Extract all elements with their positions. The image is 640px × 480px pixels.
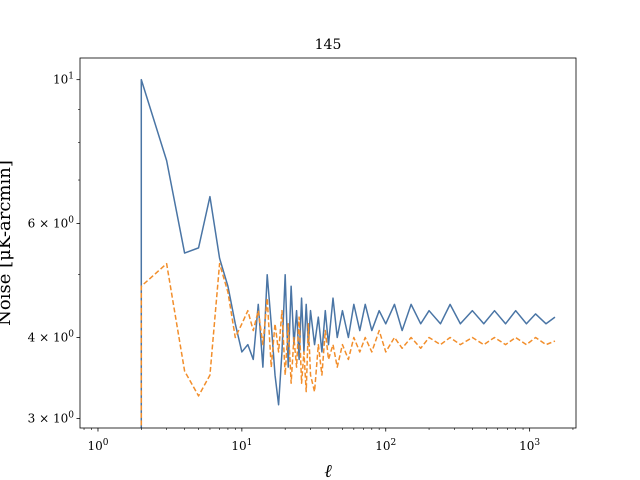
- x-tick-label: 101: [231, 438, 252, 453]
- y-tick-label: 3 × 100: [28, 410, 75, 425]
- chart-title: 145: [315, 37, 342, 53]
- series-line-1: [140, 78, 556, 428]
- x-tick-label: 102: [375, 438, 396, 453]
- y-axis-label: Noise [μK-arcmin]: [0, 160, 15, 326]
- plot-area: [79, 57, 577, 429]
- y-axis: 3 × 100 4 × 100 6 × 100 101: [28, 72, 80, 425]
- series-line-2: [140, 262, 556, 428]
- x-axis: 100 101 102 103: [83, 428, 574, 453]
- x-tick-label: 103: [519, 438, 540, 453]
- x-axis-label: ℓ: [324, 461, 332, 480]
- x-tick-label: 100: [87, 438, 108, 453]
- y-tick-label: 101: [53, 72, 74, 87]
- y-tick-label: 4 × 100: [28, 330, 75, 345]
- y-tick-label: 6 × 100: [28, 215, 75, 230]
- plot-frame: [79, 57, 577, 429]
- series-layer: [140, 78, 556, 428]
